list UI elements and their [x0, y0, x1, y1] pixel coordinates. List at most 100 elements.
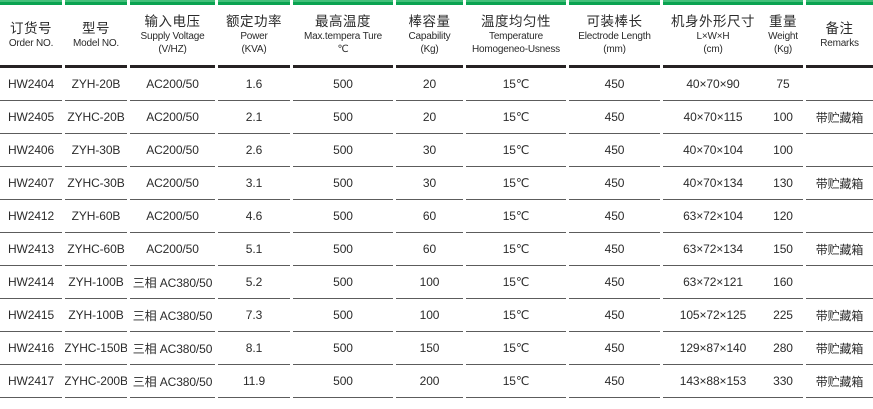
- accent-rule-segment: [65, 0, 127, 5]
- accent-rule-segment: [0, 0, 62, 5]
- header-label-en: Max.tempera Ture: [304, 31, 382, 42]
- cell-temperature-homogeneity: 15℃: [466, 332, 566, 365]
- cell-order-no: HW2404: [0, 68, 62, 101]
- cell-electrode-length: 450: [569, 233, 660, 266]
- header-cell-model-no: 型号 Model NO.: [65, 5, 127, 68]
- header-label-en: Remarks: [820, 37, 859, 49]
- cell-order-no: HW2407: [0, 167, 62, 200]
- cell-temperature-homogeneity: 15℃: [466, 233, 566, 266]
- header-label-zh: 棒容量: [408, 14, 451, 29]
- header-cell-power: 额定功率 Power (KVA): [218, 5, 290, 68]
- cell-capability: 30: [396, 134, 463, 167]
- table-body: HW2404 ZYH-20B AC200/50 1.6 500 20 15℃ 450 40×70…: [0, 68, 873, 398]
- cell-power: 2.6: [218, 134, 290, 167]
- cell-electrode-length: 450: [569, 365, 660, 398]
- table-row: HW2407 ZYHC-30B AC200/50 3.1 500 30 15℃ 450 40×7…: [0, 167, 873, 200]
- cell-supply-voltage: AC200/50: [130, 68, 215, 101]
- cell-order-no: HW2415: [0, 299, 62, 332]
- cell-weight: 100: [763, 134, 803, 167]
- cell-order-no: HW2406: [0, 134, 62, 167]
- cell-electrode-length: 450: [569, 266, 660, 299]
- cell-remarks: 带贮藏箱: [806, 299, 873, 332]
- cell-dimensions: 63×72×134: [663, 233, 763, 266]
- table-row: HW2405 ZYHC-20B AC200/50 2.1 500 20 15℃ 450 40×7…: [0, 101, 873, 134]
- header-label-en: Supply Voltage: [140, 31, 205, 42]
- cell-dimensions: 40×70×134: [663, 167, 763, 200]
- header-cell-capability: 棒容量 Capability (Kg): [396, 5, 463, 68]
- cell-model-no: ZYH-30B: [65, 134, 127, 167]
- cell-power: 11.9: [218, 365, 290, 398]
- table-row: HW2404 ZYH-20B AC200/50 1.6 500 20 15℃ 450 40×70…: [0, 68, 873, 101]
- header-label-unit: (KVA): [241, 44, 267, 55]
- cell-dimensions: 143×88×153: [663, 365, 763, 398]
- cell-temperature-homogeneity: 15℃: [466, 365, 566, 398]
- header-label-en: Capability: [408, 31, 451, 42]
- cell-model-no: ZYH-100B: [65, 299, 127, 332]
- cell-remarks: 带贮藏箱: [806, 101, 873, 134]
- cell-electrode-length: 450: [569, 134, 660, 167]
- header-label-en: Weight: [768, 31, 798, 42]
- cell-weight: 150: [763, 233, 803, 266]
- cell-supply-voltage: AC200/50: [130, 134, 215, 167]
- cell-weight: 120: [763, 200, 803, 233]
- cell-supply-voltage: AC200/50: [130, 167, 215, 200]
- header-label-zh: 订货号: [10, 20, 52, 36]
- cell-temperature-homogeneity: 15℃: [466, 266, 566, 299]
- cell-model-no: ZYH-60B: [65, 200, 127, 233]
- cell-dimensions: 105×72×125: [663, 299, 763, 332]
- cell-model-no: ZYHC-60B: [65, 233, 127, 266]
- cell-remarks: 带贮藏箱: [806, 332, 873, 365]
- table-row: HW2406 ZYH-30B AC200/50 2.6 500 30 15℃ 450 40×70…: [0, 134, 873, 167]
- header-label-en: Temperature: [489, 31, 543, 42]
- table-row: HW2412 ZYH-60B AC200/50 4.6 500 60 15℃ 450 63×72…: [0, 200, 873, 233]
- cell-model-no: ZYH-100B: [65, 266, 127, 299]
- header-label-zh: 备注: [825, 20, 854, 36]
- cell-weight: 280: [763, 332, 803, 365]
- cell-dimensions: 40×70×104: [663, 134, 763, 167]
- cell-order-no: HW2414: [0, 266, 62, 299]
- cell-temperature-homogeneity: 15℃: [466, 299, 566, 332]
- accent-rule-segment: [763, 0, 803, 5]
- cell-capability: 60: [396, 233, 463, 266]
- cell-model-no: ZYHC-150B: [65, 332, 127, 365]
- header-label-zh: 重量: [769, 14, 797, 29]
- header-label-unit: (cm): [703, 44, 723, 55]
- cell-electrode-length: 450: [569, 200, 660, 233]
- accent-rule-segment: [663, 0, 763, 5]
- cell-max-temperature: 500: [293, 299, 393, 332]
- cell-power: 4.6: [218, 200, 290, 233]
- header-label-unit: (Kg): [420, 44, 439, 55]
- header-label-zh: 温度均匀性: [481, 14, 551, 29]
- cell-weight: 330: [763, 365, 803, 398]
- cell-remarks: [806, 266, 873, 299]
- cell-max-temperature: 500: [293, 266, 393, 299]
- cell-supply-voltage: 三相 AC380/50: [130, 332, 215, 365]
- cell-max-temperature: 500: [293, 233, 393, 266]
- header-label-zh: 型号: [82, 20, 110, 36]
- cell-model-no: ZYHC-30B: [65, 167, 127, 200]
- cell-electrode-length: 450: [569, 332, 660, 365]
- table-row: HW2417 ZYHC-200B 三相 AC380/50 11.9 500 200 15℃ 4…: [0, 365, 873, 398]
- header-label-zh: 额定功率: [226, 14, 282, 29]
- cell-temperature-homogeneity: 15℃: [466, 134, 566, 167]
- header-label-en: Power: [240, 31, 268, 42]
- cell-remarks: [806, 68, 873, 101]
- cell-supply-voltage: 三相 AC380/50: [130, 365, 215, 398]
- cell-dimensions: 40×70×115: [663, 101, 763, 134]
- cell-weight: 160: [763, 266, 803, 299]
- cell-max-temperature: 500: [293, 101, 393, 134]
- cell-capability: 100: [396, 299, 463, 332]
- cell-power: 5.2: [218, 266, 290, 299]
- header-label-en: Order NO.: [8, 37, 54, 49]
- header-cell-dimensions: 机身外形尺寸 L×W×H (cm): [663, 5, 763, 68]
- header-cell-weight: 重量 Weight (Kg): [763, 5, 803, 68]
- header-label-unit: Homogeneo-Usness: [472, 44, 560, 55]
- cell-temperature-homogeneity: 15℃: [466, 167, 566, 200]
- header-cell-max-temperature: 最高温度 Max.tempera Ture ℃: [293, 5, 393, 68]
- accent-top-rule: [0, 0, 873, 5]
- cell-remarks: [806, 134, 873, 167]
- accent-rule-segment: [130, 0, 215, 5]
- header-cell-remarks: 备注 Remarks: [806, 5, 873, 68]
- cell-electrode-length: 450: [569, 101, 660, 134]
- cell-supply-voltage: 三相 AC380/50: [130, 299, 215, 332]
